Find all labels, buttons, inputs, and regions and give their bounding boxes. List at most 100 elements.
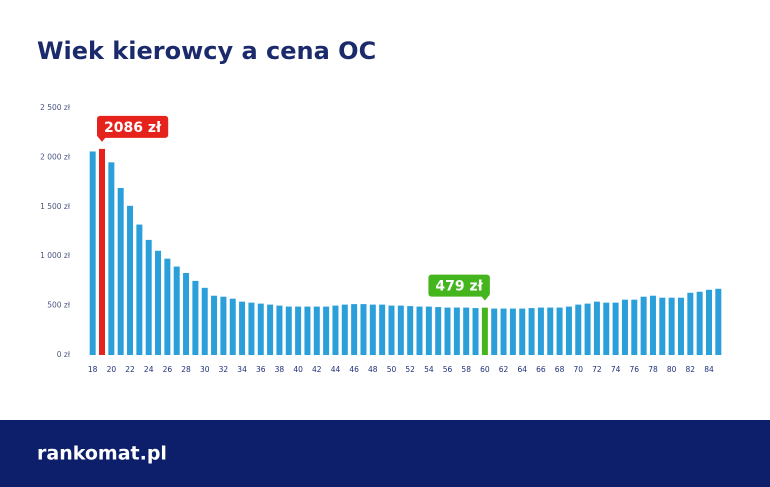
bar xyxy=(500,308,507,355)
x-tick-label: 34 xyxy=(237,365,247,374)
bar xyxy=(705,289,712,355)
bar xyxy=(575,304,582,355)
x-tick-label: 42 xyxy=(312,365,322,374)
footer-bar xyxy=(0,420,770,487)
bar xyxy=(491,308,498,355)
x-tick-label: 20 xyxy=(107,365,117,374)
x-tick-label: 80 xyxy=(667,365,677,374)
x-tick-label: 76 xyxy=(630,365,640,374)
y-tick-label: 2 500 zł xyxy=(40,103,71,112)
bar xyxy=(528,308,535,355)
y-tick-label: 500 zł xyxy=(47,301,71,310)
bar xyxy=(239,301,246,355)
bar xyxy=(593,301,600,355)
bar xyxy=(397,305,404,355)
x-tick-label: 48 xyxy=(368,365,378,374)
bar xyxy=(621,299,628,355)
x-tick-label: 72 xyxy=(592,365,602,374)
bar xyxy=(220,296,227,355)
bar xyxy=(677,297,684,355)
bar xyxy=(276,305,283,355)
bar xyxy=(211,295,218,355)
bar xyxy=(444,307,451,355)
bar xyxy=(659,297,666,355)
bar xyxy=(351,304,358,355)
x-tick-label: 54 xyxy=(424,365,434,374)
x-tick-label: 70 xyxy=(573,365,583,374)
bar xyxy=(192,280,199,355)
bar xyxy=(313,306,320,355)
bar xyxy=(463,307,470,355)
callout-pointer xyxy=(480,295,489,301)
bar xyxy=(519,308,526,355)
bar xyxy=(696,291,703,355)
bar xyxy=(145,239,152,355)
bar xyxy=(509,308,516,355)
bar xyxy=(472,308,479,355)
x-tick-label: 60 xyxy=(480,365,490,374)
bar xyxy=(547,307,554,355)
x-tick-label: 38 xyxy=(275,365,285,374)
x-tick-label: 36 xyxy=(256,365,266,374)
callout-box xyxy=(428,274,490,297)
bar xyxy=(323,306,330,355)
y-tick-label: 1 000 zł xyxy=(40,251,71,260)
bar xyxy=(332,305,339,355)
bar xyxy=(369,304,376,355)
x-tick-label: 18 xyxy=(88,365,98,374)
x-tick-label: 74 xyxy=(611,365,621,374)
callout-box xyxy=(97,115,169,138)
bar xyxy=(164,258,171,355)
x-tick-label: 40 xyxy=(293,365,303,374)
bar xyxy=(584,303,591,355)
y-tick-label: 1 500 zł xyxy=(40,202,71,211)
x-tick-label: 44 xyxy=(331,365,341,374)
bar xyxy=(640,296,647,355)
x-tick-label: 52 xyxy=(405,365,415,374)
chart-title: Wiek kierowcy a cena OC xyxy=(37,37,376,65)
bar xyxy=(183,272,190,355)
bar xyxy=(155,250,162,355)
x-tick-label: 26 xyxy=(163,365,173,374)
bar xyxy=(537,307,544,355)
bar xyxy=(407,306,414,355)
bar xyxy=(603,302,610,355)
bar xyxy=(360,304,367,355)
bar xyxy=(631,299,638,355)
bar xyxy=(99,148,106,355)
x-tick-label: 62 xyxy=(499,365,509,374)
y-tick-label: 0 zł xyxy=(57,350,71,359)
bar xyxy=(295,306,302,355)
bar xyxy=(453,307,460,355)
bar xyxy=(649,295,656,355)
x-tick-label: 50 xyxy=(387,365,397,374)
bar xyxy=(612,302,619,355)
value-callout: 2086 zł xyxy=(97,115,169,142)
x-tick-label: 84 xyxy=(704,365,714,374)
x-tick-label: 56 xyxy=(443,365,453,374)
bar xyxy=(201,287,208,355)
x-tick-label: 28 xyxy=(181,365,191,374)
x-tick-label: 24 xyxy=(144,365,154,374)
bar xyxy=(127,205,134,355)
x-tick-label: 64 xyxy=(517,365,527,374)
x-tick-label: 66 xyxy=(536,365,546,374)
bar xyxy=(257,303,264,355)
bar xyxy=(117,188,124,355)
bar xyxy=(267,304,274,355)
x-tick-label: 78 xyxy=(648,365,658,374)
value-callout: 479 zł xyxy=(428,274,490,301)
callout-pointer xyxy=(98,136,107,142)
bar xyxy=(248,302,255,355)
y-tick-label: 2 000 zł xyxy=(40,152,71,161)
x-tick-label: 68 xyxy=(555,365,565,374)
bar xyxy=(379,304,386,355)
x-tick-label: 30 xyxy=(200,365,210,374)
bar xyxy=(304,306,311,355)
bar xyxy=(715,288,722,355)
bar xyxy=(285,306,292,355)
brand-logo: rankomat.pl xyxy=(37,443,167,465)
bar xyxy=(565,306,572,355)
